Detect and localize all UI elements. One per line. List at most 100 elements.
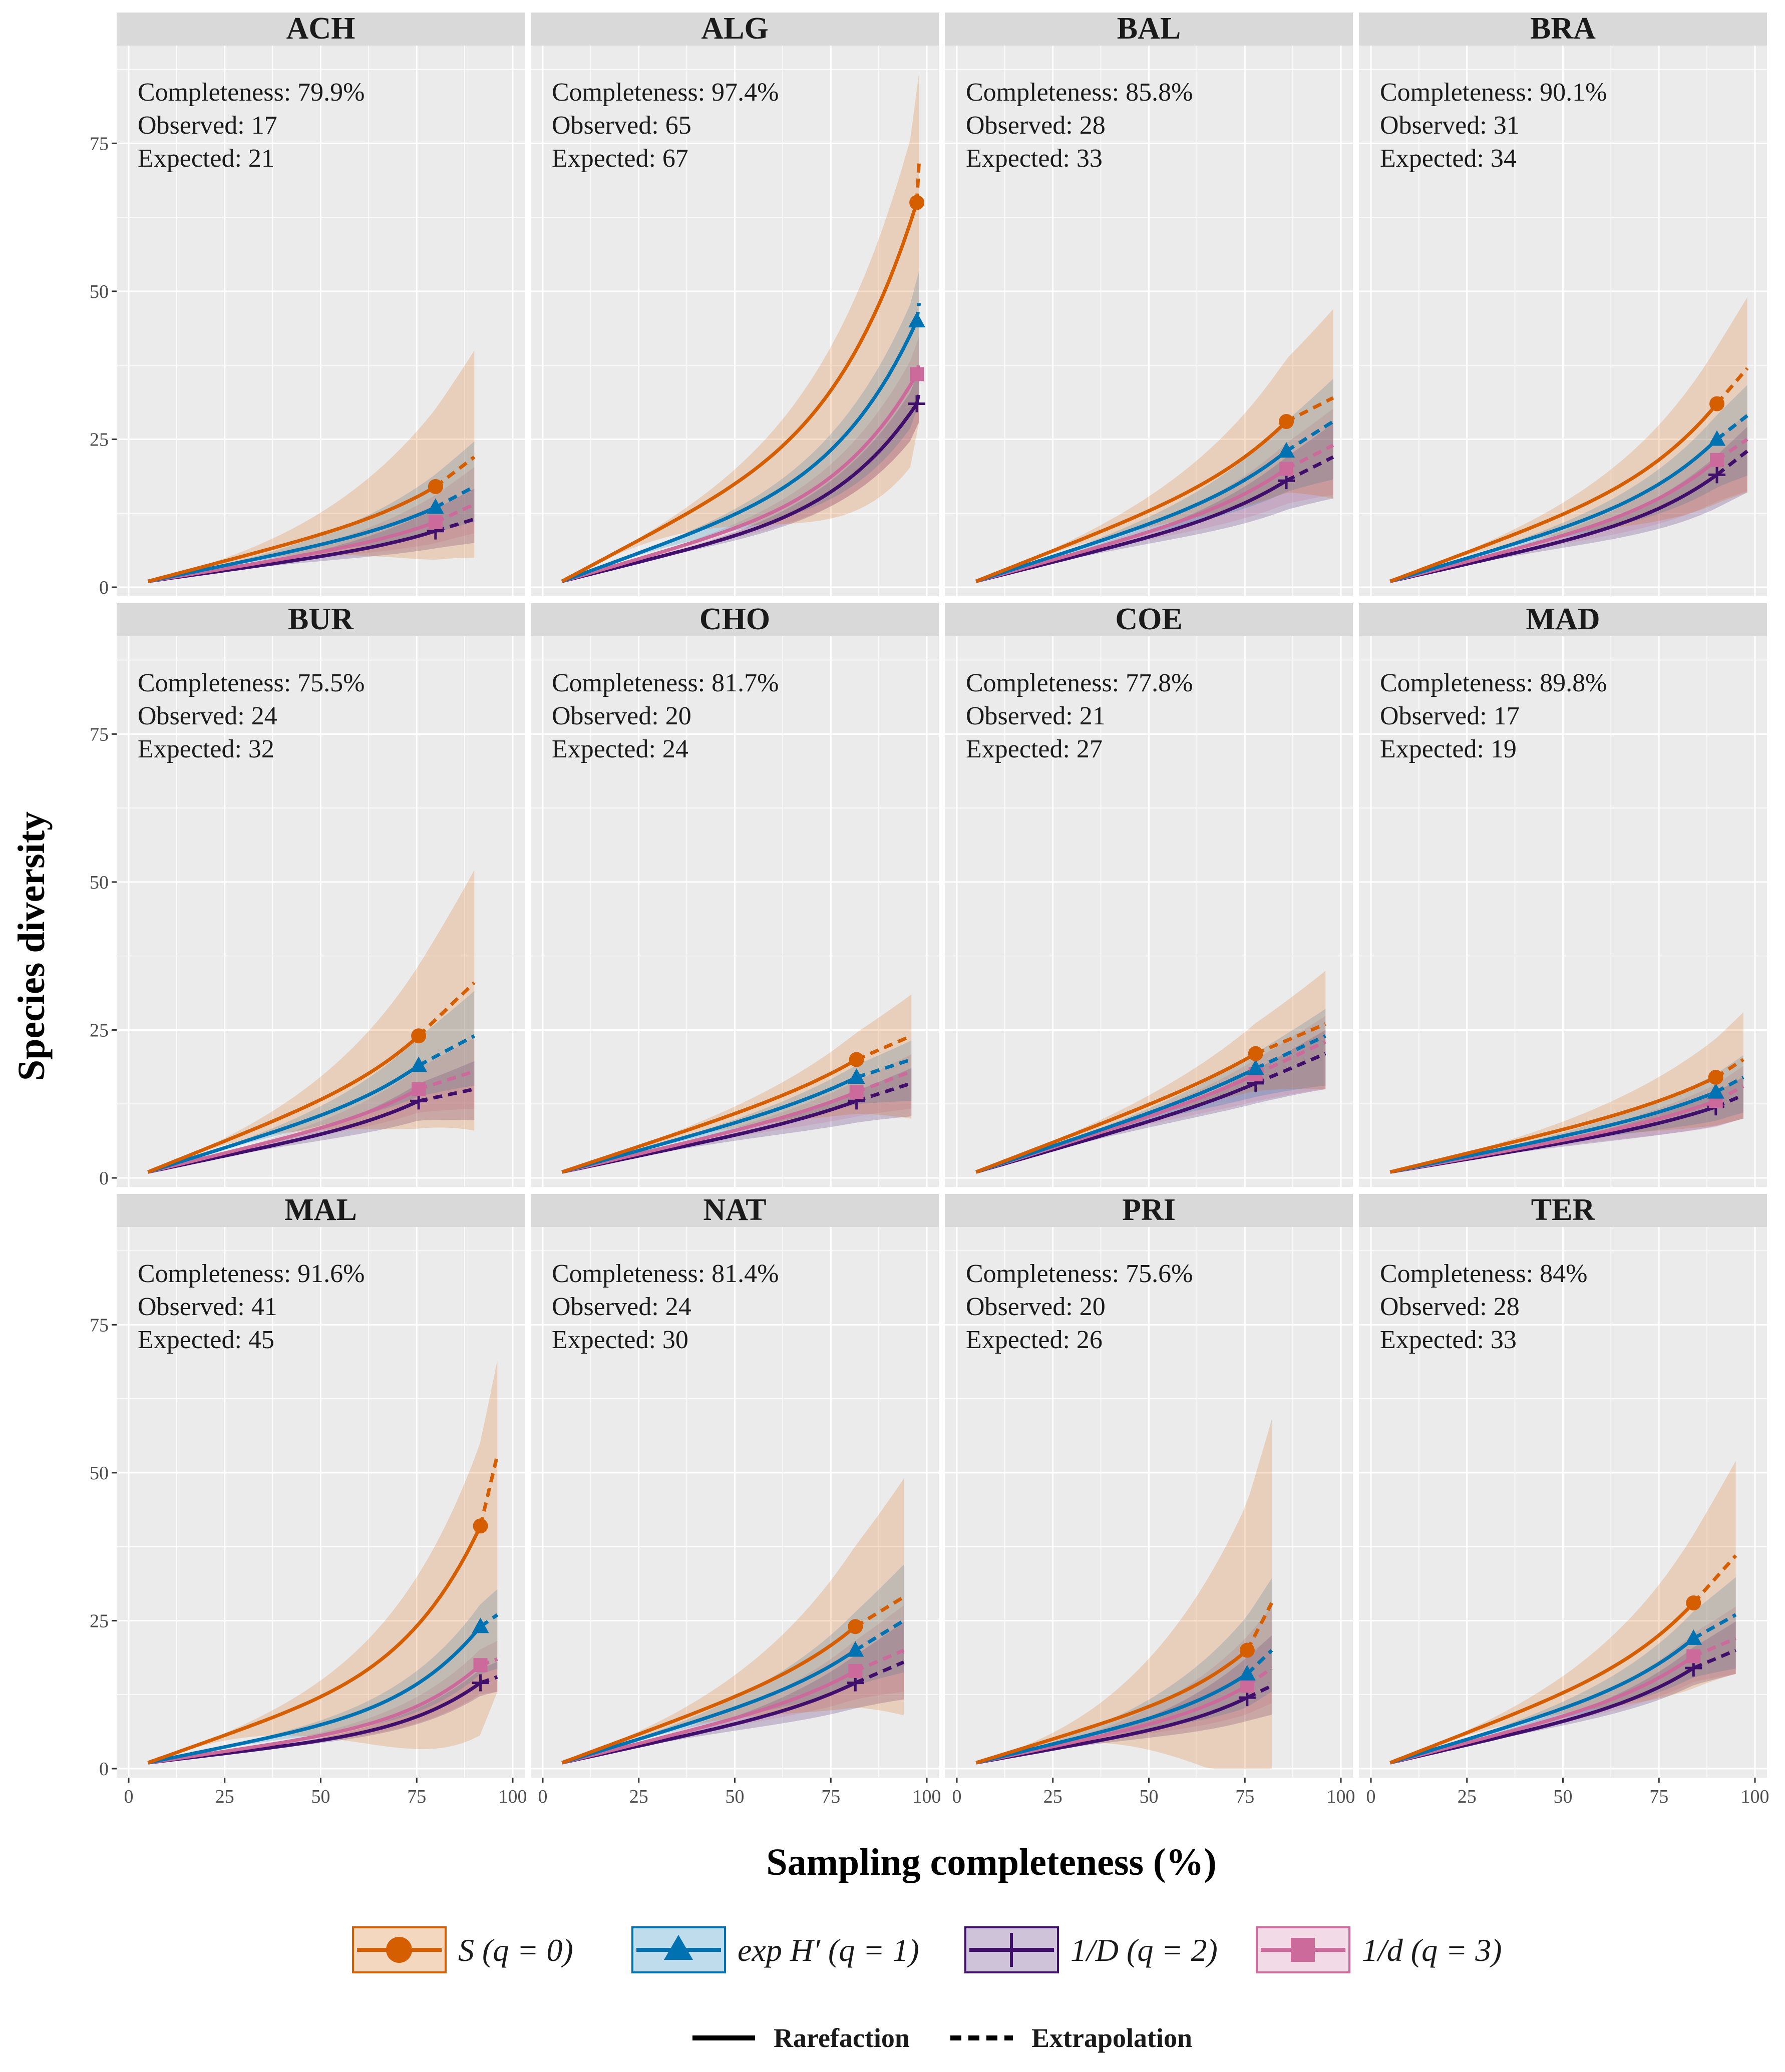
x-tick-label: 100 [1327,1786,1355,1807]
rarefaction-line-q1 [561,1648,857,1765]
panel-nat: NAT 0 25 50 75 100 Completeness: 81.4% Observed… [531,1193,941,1807]
band-q0 [1390,1012,1743,1172]
band-q2 [1390,1077,1743,1172]
panel-info-line: Completeness: 79.9% [138,78,365,107]
x-tick-label: 75 [407,1786,426,1807]
extrapolation-line-q2 [418,1087,475,1103]
observed-point-q3 [412,1082,426,1096]
facet-strip [1359,1194,1767,1227]
gridlines [1359,636,1767,1187]
extrapolation-line-q1 [418,1034,475,1067]
rarefaction-line-q0 [975,420,1288,583]
observed-point-q1 [1685,1629,1702,1645]
observed-point-q2 [908,395,926,412]
rarefaction-line-q3 [561,1090,857,1174]
observed-point-q1 [1238,1665,1256,1681]
panel-info-line: Observed: 24 [552,1293,691,1321]
panel-bra: BRA Completeness: 90.1% Observed: 31 Expect… [1359,12,1767,596]
gridlines [531,636,939,1187]
panel-info-line: Expected: 30 [552,1326,688,1354]
rarefaction-line-q1 [1389,438,1718,583]
panel-coe: COE Completeness: 77.8% Observed: 21 Expect… [945,602,1353,1187]
legend-label: 1/d (q = 3) [1362,1932,1502,1968]
band-q0 [148,870,475,1172]
rarefaction-line-q3 [147,520,436,583]
band-q2 [1390,1621,1736,1763]
y-tick-label: 0 [99,1168,109,1189]
panel-info-line: Completeness: 91.6% [138,1260,365,1288]
observed-point-q0 [1686,1595,1701,1610]
band-q0 [1390,1461,1736,1763]
band-q1 [562,270,919,582]
legend-linetype-label: Extrapolation [1031,2023,1192,2053]
y-tick-label: 75 [90,724,109,745]
panel-info-line: Expected: 27 [966,735,1103,763]
extrapolation-line-q3 [1255,1040,1326,1076]
panel-info-line: Completeness: 89.8% [1380,669,1607,697]
extrapolation-line-q3 [418,1069,475,1091]
observed-point-q3 [1686,1649,1701,1664]
observed-point-q3 [473,1658,488,1673]
band-q2 [1390,427,1747,582]
panel-info-line: Completeness: 85.8% [966,78,1193,107]
panel-info-line: Observed: 28 [1380,1293,1520,1321]
rarefaction-line-q0 [147,1034,420,1174]
panel-mal: MAL 0 25 50 75 0 25 50 75 100 Completeness: 91.6% O… [90,1193,527,1807]
rarefaction-line-q0 [1389,402,1718,583]
rarefaction-line-q1 [1389,1637,1695,1765]
rarefaction-line-q0 [975,1648,1249,1765]
y-tick-label: 25 [90,1020,109,1041]
extrapolation-line-q1 [435,485,475,509]
observed-point-q3 [848,1664,863,1678]
observed-point-q3 [849,1085,864,1099]
rarefaction-line-q3 [147,1664,482,1765]
extrapolation-line-q0 [1715,367,1749,405]
rarefaction-line-q0 [561,1058,858,1174]
extrapolation-line-q0 [479,1454,499,1527]
rarefaction-line-q3 [1389,1654,1695,1765]
observed-point-q1 [848,1068,865,1084]
observed-point-q3 [1240,1679,1254,1693]
panel-info-line: Expected: 21 [138,144,274,173]
y-tick-label: 25 [90,429,109,450]
facet-strip [1359,603,1767,636]
rarefaction-line-q0 [561,1625,857,1765]
panel-info-line: Observed: 28 [966,111,1106,140]
observed-point-q2 [1708,466,1726,484]
extrapolation-line-q2 [1715,450,1748,477]
observed-point-q3 [1710,453,1724,467]
x-tick-label: 25 [1458,1786,1477,1807]
legend-label: exp H′ (q = 1) [738,1932,919,1968]
observed-point-q3 [428,515,443,529]
observed-point-q0 [1708,1070,1723,1085]
band-q2 [562,369,919,582]
y-tick-label: 75 [90,1315,109,1336]
facet-strip [945,13,1353,46]
rarefaction-line-q1 [561,320,919,583]
panel-info-line: Observed: 24 [138,702,277,730]
observed-point-q1 [472,1617,489,1633]
x-tick-label: 50 [726,1786,745,1807]
x-tick-label: 50 [1140,1786,1159,1807]
rarefaction-line-q2 [561,402,918,583]
observed-point-q3 [1279,462,1294,476]
extrapolation-line-q2 [1246,1684,1273,1700]
y-tick-label: 50 [90,872,109,893]
band-q0 [562,1478,904,1763]
legend-linetype-solid: Rarefaction [692,2023,910,2053]
facet-title: PRI [1122,1193,1176,1227]
extrapolation-line-q1 [1246,1649,1273,1676]
panel-info-line: Expected: 19 [1380,735,1517,763]
panel-info-line: Observed: 65 [552,111,691,140]
panel-info-line: Completeness: 97.4% [552,78,779,107]
observed-point-q0 [428,479,443,495]
observed-point-q1 [1708,430,1726,446]
panel-info-line: Expected: 26 [966,1326,1103,1354]
y-tick-label: 0 [99,1759,109,1780]
panel-info-line: Observed: 31 [1380,111,1520,140]
rarefaction-line-q0 [147,1525,482,1765]
extrapolation-line-q2 [856,1081,912,1103]
facet-panels: ACH 0 25 50 75 Completeness: 79.9% Observed: 1… [90,12,1769,1807]
panel-info-line: Completeness: 81.4% [552,1260,779,1288]
